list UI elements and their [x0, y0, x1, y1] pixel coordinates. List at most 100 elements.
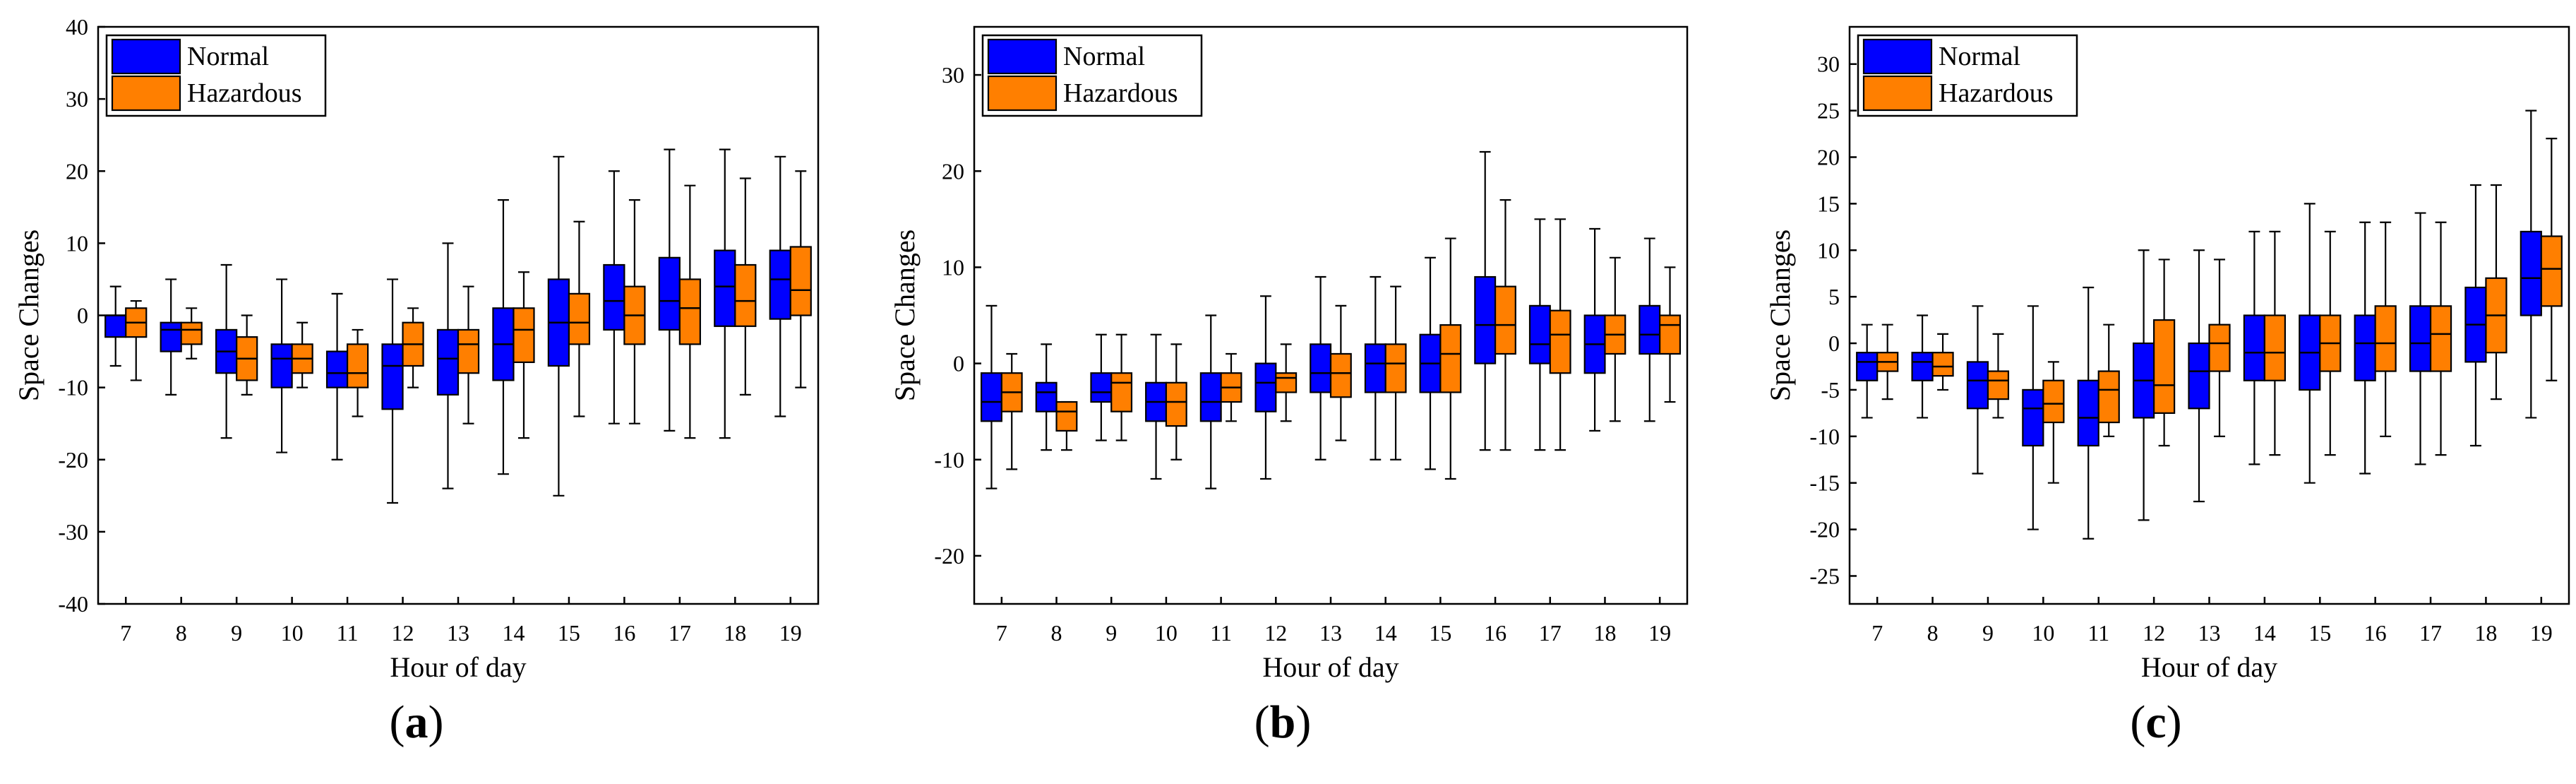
- hazardous-box: [1329, 352, 1352, 398]
- panel-c: -25 -20 -15 -10 -5 0 5 10 15 20 25 30 7 8 9 10 11 12 13 14 1…: [1737, 0, 2576, 784]
- x-tick-label: 10: [281, 620, 304, 646]
- x-tick-label: 18: [2474, 620, 2497, 646]
- legend-swatch-normal: [111, 38, 181, 75]
- x-tick-label: 7: [996, 620, 1007, 646]
- hazardous-box: [2263, 314, 2286, 381]
- caption-close: ): [1295, 696, 1312, 748]
- y-axis-title: Space Changes: [889, 230, 921, 401]
- hazardous-box: [789, 246, 812, 316]
- y-axis-title: Space Changes: [13, 230, 44, 401]
- x-tick-label: 9: [1982, 620, 1994, 646]
- normal-box: [325, 350, 349, 388]
- x-tick-label: 13: [447, 620, 469, 646]
- legend-label-hazardous: Hazardous: [1063, 78, 1178, 108]
- normal-box: [436, 328, 460, 396]
- y-tick-label: 10: [1817, 237, 1840, 263]
- y-tick-label: -20: [58, 447, 88, 473]
- normal-box: [603, 263, 625, 331]
- legend-swatch-hazardous: [111, 75, 181, 112]
- caption-c: (c): [2071, 696, 2241, 749]
- y-tick-label: 0: [953, 351, 964, 376]
- caption-open: (: [1254, 696, 1270, 748]
- x-tick-label: 8: [1051, 620, 1062, 646]
- hazardous-box: [678, 278, 701, 345]
- legend-swatch-normal: [987, 38, 1058, 75]
- x-tick-label: 11: [2087, 620, 2109, 646]
- y-tick-label: -40: [58, 591, 88, 617]
- hazardous-box: [734, 263, 757, 327]
- x-tick-label: 13: [1319, 620, 1342, 646]
- y-tick-label: 20: [66, 158, 88, 184]
- normal-box: [1966, 361, 1989, 410]
- normal-box: [714, 249, 736, 327]
- normal-box: [1911, 352, 1934, 381]
- x-tick-label: 8: [176, 620, 187, 646]
- panel-b: -20 -10 0 10 20 30 7 8 9 10 11 12 13 14 15 16 17 18 19 Hour…: [868, 0, 1737, 784]
- normal-box: [2409, 305, 2432, 372]
- hazardous-box: [1275, 372, 1298, 393]
- y-tick-label: -10: [1809, 424, 1840, 449]
- legend-label-hazardous: Hazardous: [187, 78, 301, 108]
- x-tick-label: 10: [1155, 620, 1178, 646]
- caption-close: ): [2166, 696, 2182, 748]
- hazardous-box: [457, 328, 480, 374]
- x-tick-label: 9: [1106, 620, 1117, 646]
- normal-box: [658, 256, 681, 331]
- legend-swatch-hazardous: [987, 75, 1058, 112]
- hazardous-box: [1439, 324, 1462, 393]
- caption-close: ): [428, 696, 444, 748]
- x-tick-label: 16: [1484, 620, 1506, 646]
- y-tick-label: 20: [942, 158, 964, 184]
- hazardous-box: [1055, 400, 1078, 432]
- x-tick-label: 17: [1539, 620, 1562, 646]
- chart-c: -25 -20 -15 -10 -5 0 5 10 15 20 25 30 7 8 9 10 11 12 13 14 1…: [1764, 25, 2570, 683]
- y-tick-label: 30: [942, 62, 964, 88]
- normal-box: [981, 372, 1002, 422]
- normal-box: [381, 343, 404, 410]
- normal-box: [1090, 372, 1113, 403]
- y-tick-label: 30: [1817, 52, 1840, 77]
- chart-a: -40 -30 -20 -10 0 10 20 30 40 7 8 9 10 11 12 13 14 15 16 17…: [13, 14, 820, 683]
- legend-label-normal: Normal: [1939, 42, 2020, 71]
- normal-box: [1639, 304, 1661, 355]
- caption-label: b: [1269, 696, 1296, 748]
- hazardous-box: [2429, 305, 2452, 372]
- normal-box: [1035, 381, 1058, 412]
- y-tick-label: 20: [1817, 144, 1840, 170]
- x-tick-label: 18: [724, 620, 746, 646]
- normal-box: [2520, 230, 2542, 316]
- normal-box: [2188, 342, 2210, 410]
- hazardous-box: [2153, 319, 2176, 414]
- hazardous-box: [1987, 370, 2010, 400]
- x-axis-title: Hour of day: [390, 651, 526, 683]
- y-tick-label: -20: [1809, 517, 1840, 542]
- x-tick-label: 13: [2198, 620, 2221, 646]
- y-tick-label: -10: [934, 447, 964, 473]
- hazardous-box: [513, 307, 535, 363]
- chart-b: -20 -10 0 10 20 30 7 8 9 10 11 12 13 14 15 16 17 18 19 Hour…: [889, 25, 1689, 683]
- x-tick-label: 16: [613, 620, 635, 646]
- caption-a: (a): [332, 696, 501, 749]
- normal-box: [2243, 314, 2265, 381]
- caption-open: (: [2130, 696, 2146, 748]
- normal-box: [2022, 388, 2044, 447]
- normal-box: [1474, 275, 1497, 364]
- hazardous-box: [1549, 309, 1571, 374]
- normal-box: [769, 249, 791, 320]
- x-tick-label: 15: [1429, 620, 1451, 646]
- x-tick-label: 10: [2032, 620, 2054, 646]
- y-tick-label: 0: [77, 303, 88, 328]
- hazardous-box: [1110, 372, 1133, 412]
- hazardous-box: [2540, 235, 2563, 307]
- x-tick-label: 17: [669, 620, 691, 646]
- y-tick-label: 15: [1817, 191, 1840, 216]
- x-tick-label: 9: [231, 620, 242, 646]
- hazardous-box: [2097, 370, 2120, 424]
- x-axis-title: Hour of day: [1262, 651, 1398, 683]
- caption-label: c: [2145, 696, 2167, 748]
- y-axis-title: Space Changes: [1764, 230, 1796, 401]
- hazardous-box: [2042, 379, 2065, 424]
- caption-label: a: [405, 696, 429, 748]
- normal-box: [1310, 343, 1332, 393]
- x-tick-label: 8: [1927, 620, 1939, 646]
